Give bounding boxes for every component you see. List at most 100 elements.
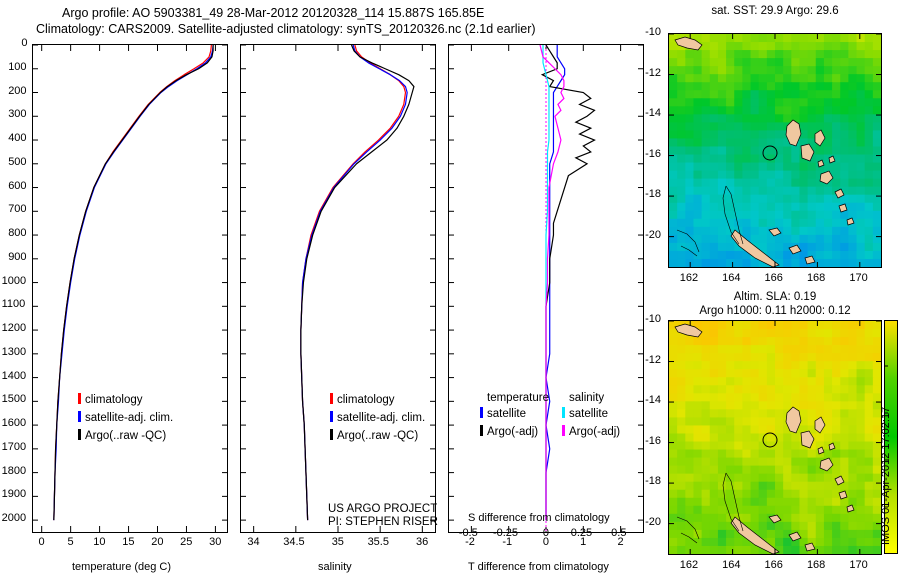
map-ytick--16: -16	[645, 147, 661, 160]
heatmap-cell	[750, 337, 760, 346]
heatmap-cell	[848, 178, 858, 188]
heatmap-cell	[750, 234, 760, 244]
heatmap-cell	[685, 497, 695, 507]
depth-tick-1400: 1400	[1, 369, 27, 382]
heatmap-cell	[750, 226, 760, 236]
heatmap-cell	[742, 82, 752, 91]
heatmap-cell	[864, 337, 874, 346]
heatmap-cell	[742, 545, 752, 554]
heatmap-cell	[685, 146, 695, 156]
heatmap-cell	[872, 74, 881, 83]
heatmap-cell	[840, 114, 849, 123]
heatmap-cell	[677, 545, 686, 554]
heatmap-cell	[726, 234, 735, 244]
legend-swatch-sal-satellite	[562, 407, 565, 418]
heatmap-cell	[807, 401, 817, 410]
heatmap-cell	[709, 234, 719, 244]
depth-tick-300: 300	[8, 108, 27, 121]
heatmap-cell	[832, 417, 841, 427]
heatmap-cell	[669, 321, 678, 330]
heatmap-cell	[717, 90, 727, 99]
heatmap-cell	[766, 433, 776, 443]
heatmap-cell	[766, 441, 776, 451]
heatmap-cell	[823, 74, 833, 83]
heatmap-cell	[734, 417, 743, 427]
heatmap-cell	[709, 353, 719, 362]
heatmap-cell	[685, 353, 695, 362]
heatmap-cell	[758, 417, 768, 427]
heatmap-cell	[685, 82, 695, 91]
heatmap-cell	[758, 258, 768, 267]
heatmap-cell	[669, 529, 678, 539]
heatmap-cell	[693, 82, 703, 91]
heatmap-cell	[709, 202, 719, 212]
heatmap-cell	[685, 138, 695, 148]
heatmap-cell	[717, 50, 727, 59]
heatmap-cell	[742, 194, 752, 204]
heatmap-cell	[856, 449, 866, 459]
heatmap-cell	[807, 521, 817, 531]
heatmap-cell	[677, 210, 686, 220]
heatmap-cell	[693, 529, 703, 539]
heatmap-cell	[669, 513, 678, 523]
heatmap-cell	[783, 250, 792, 260]
heatmap-cell	[701, 497, 711, 507]
heatmap-cell	[685, 226, 695, 236]
heatmap-cell	[823, 162, 833, 172]
heatmap-cell	[848, 377, 858, 386]
heatmap-cell	[791, 234, 801, 244]
heatmap-cell	[709, 361, 719, 370]
heatmap-cell	[848, 537, 858, 547]
island-shape	[674, 323, 703, 338]
heatmap-cell	[693, 481, 703, 491]
heatmap-cell	[717, 489, 727, 499]
map-ytick--20: -20	[645, 228, 661, 241]
heatmap-cell	[799, 210, 809, 220]
heatmap-cell	[840, 42, 849, 51]
heatmap-cell	[791, 537, 801, 547]
sst-heatmap-cells	[669, 34, 881, 267]
heatmap-cell	[832, 377, 841, 386]
heatmap-cell	[677, 353, 686, 362]
argo-float-marker	[762, 432, 778, 448]
heatmap-cell	[717, 146, 727, 156]
heatmap-cell	[807, 194, 817, 204]
heatmap-cell	[823, 226, 833, 236]
heatmap-cell	[823, 122, 833, 132]
heatmap-cell	[856, 178, 866, 188]
heatmap-cell	[775, 337, 784, 346]
heatmap-cell	[775, 521, 784, 531]
heatmap-cell	[832, 114, 841, 123]
map-ytick--12: -12	[645, 66, 661, 79]
heatmap-cell	[872, 170, 881, 180]
heatmap-cell	[807, 537, 817, 547]
heatmap-cell	[758, 98, 768, 107]
heatmap-cell	[815, 66, 825, 75]
heatmap-cell	[726, 377, 735, 386]
heatmap-cell	[758, 34, 768, 43]
heatmap-cell	[693, 377, 703, 386]
heatmap-cell	[750, 409, 760, 419]
heatmap-cell	[840, 385, 849, 394]
heatmap-cell	[669, 481, 678, 491]
heatmap-cell	[775, 50, 784, 59]
heatmap-cell	[872, 146, 881, 156]
heatmap-cell	[775, 489, 784, 499]
heatmap-cell	[734, 138, 743, 148]
xtick-bottom-2: 2	[617, 536, 624, 548]
heatmap-cell	[840, 529, 849, 539]
island-shape	[788, 244, 802, 255]
heatmap-cell	[758, 401, 768, 410]
heatmap-cell	[856, 417, 866, 427]
heatmap-cell	[856, 42, 866, 51]
heatmap-cell	[669, 385, 678, 394]
heatmap-cell	[823, 545, 833, 554]
heatmap-cell	[823, 202, 833, 212]
heatmap-cell	[717, 98, 727, 107]
heatmap-cell	[856, 497, 866, 507]
heatmap-cell	[832, 449, 841, 459]
xtick-34.5: 34.5	[283, 536, 305, 548]
heatmap-cell	[734, 369, 743, 378]
heatmap-cell	[726, 321, 735, 330]
heatmap-cell	[669, 505, 678, 515]
